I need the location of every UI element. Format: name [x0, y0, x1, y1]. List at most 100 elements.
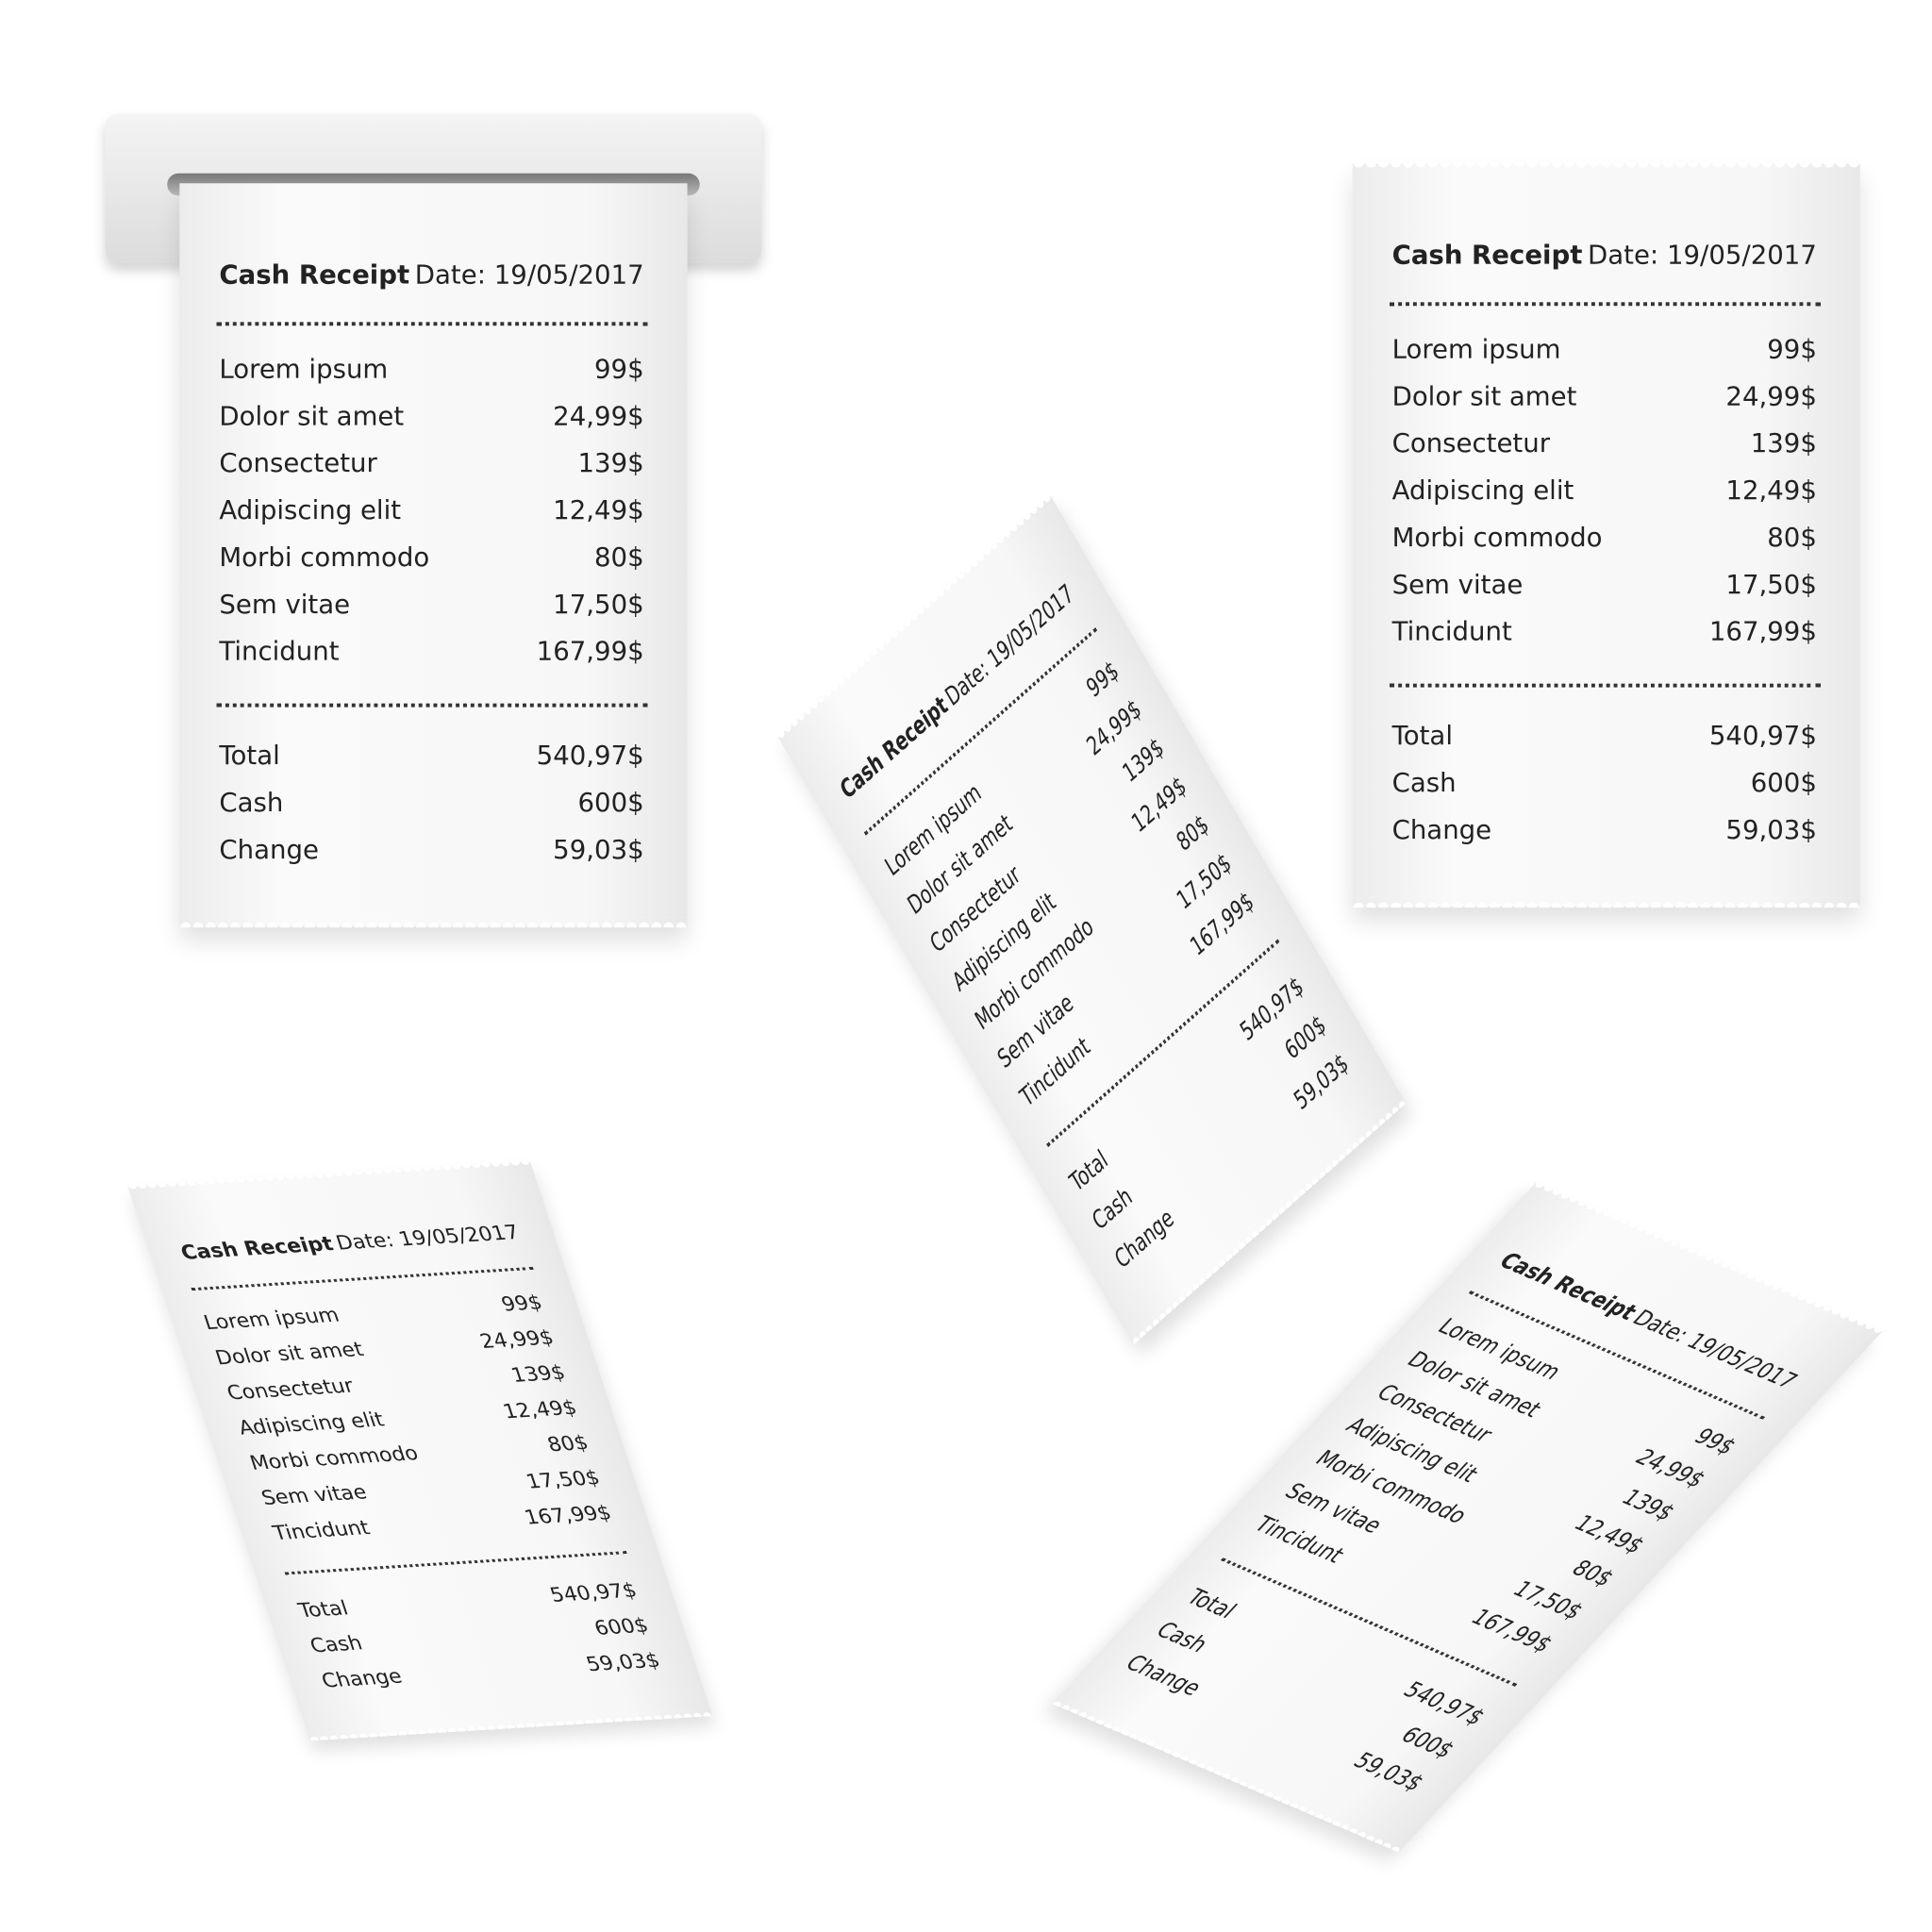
cash-value: 600$	[1750, 767, 1817, 798]
item-name: Sem vitae	[258, 1480, 370, 1509]
change-value: 59,03$	[1347, 1748, 1430, 1796]
total-value: 540,97$	[1708, 721, 1817, 751]
item-name: Lorem ipsum	[1391, 334, 1561, 364]
item-row: Lorem ipsum 99$	[1392, 334, 1817, 364]
cash-label: Cash	[1088, 1181, 1137, 1237]
item-price: 80$	[1566, 1556, 1620, 1591]
item-price: 17,50$	[553, 589, 644, 620]
item-price: 17,50$	[1507, 1576, 1590, 1624]
item-name: Tincidunt	[270, 1516, 373, 1545]
total-label: Total	[295, 1596, 352, 1623]
item-price: 24,99$	[476, 1325, 557, 1353]
item-price: 139$	[1750, 428, 1817, 458]
cash-row: Cash 600$	[1392, 768, 1817, 798]
item-row: Consectetur 139$	[219, 448, 643, 478]
item-price: 99$	[1082, 655, 1124, 704]
receipt-header: Cash Receipt Date: 19/05/2017	[177, 1221, 522, 1264]
item-row: Tincidunt 167,99$	[1392, 617, 1817, 647]
receipt: Cash Receipt Date: 19/05/2017 Lorem ipsu…	[179, 183, 688, 928]
receipt-title: Cash Receipt	[177, 1232, 337, 1264]
item-price: 99$	[594, 354, 644, 384]
receipt-header: Cash Receipt Date: 19/05/2017	[219, 260, 643, 291]
item-price: 24,99$	[1629, 1444, 1711, 1492]
torn-edge	[307, 1708, 713, 1741]
item-name: Sem vitae	[1391, 569, 1524, 600]
cash-row: Cash 600$	[307, 1614, 651, 1657]
cash-value: 600$	[591, 1613, 652, 1640]
receipt-title: Cash Receipt	[219, 259, 410, 291]
item-row: Dolor sit amet 24,99$	[219, 401, 643, 431]
change-row: Change 59,03$	[319, 1649, 663, 1692]
total-row: Total 540,97$	[1392, 721, 1817, 751]
item-row: Morbi commodo 80$	[219, 542, 643, 573]
change-label: Change	[219, 834, 319, 865]
total-label: Total	[1391, 721, 1453, 751]
cash-label: Cash	[219, 787, 284, 818]
receipt-date: Date: 19/05/2017	[414, 259, 644, 291]
item-name: Adipiscing elit	[219, 495, 402, 525]
item-name: Consectetur	[224, 1374, 357, 1405]
item-row: Adipiscing elit 12,49$	[219, 495, 643, 525]
item-row: Tincidunt 167,99$	[270, 1502, 614, 1545]
item-price: 80$	[1767, 523, 1817, 553]
item-price: 12,49$	[553, 495, 644, 525]
torn-edge	[179, 917, 688, 928]
item-price: 167,99$	[536, 636, 644, 667]
divider	[216, 322, 648, 326]
torn-edge	[1352, 897, 1860, 908]
cash-label: Cash	[1150, 1617, 1214, 1657]
item-price: 12,49$	[1725, 475, 1817, 506]
torn-edge	[126, 1160, 533, 1193]
item-price: 167,99$	[1708, 616, 1817, 647]
item-row: Consectetur 139$	[224, 1361, 568, 1405]
total-label: Total	[1181, 1584, 1242, 1624]
change-label: Change	[1120, 1650, 1208, 1701]
torn-edge	[776, 493, 1055, 744]
total-row: Total 540,97$	[295, 1579, 640, 1623]
divider	[216, 703, 648, 708]
receipt-date: Date: 19/05/2017	[941, 578, 1078, 712]
cash-value: 600$	[577, 787, 644, 818]
item-price: 139$	[577, 448, 644, 478]
item-name: Lorem ipsum	[200, 1303, 342, 1335]
item-price: 12,49$	[1568, 1510, 1651, 1558]
item-row: Dolor sit amet 24,99$	[212, 1326, 557, 1370]
divider	[284, 1551, 627, 1575]
item-price: 167,99$	[521, 1501, 615, 1529]
receipt-header: Cash Receipt Date: 19/05/2017	[836, 578, 1078, 805]
receipt-title: Cash Receipt	[835, 690, 953, 806]
torn-edge	[1529, 1181, 1884, 1338]
item-price: 139$	[1118, 732, 1169, 789]
item-price: 24,99$	[1725, 381, 1817, 411]
total-value: 540,97$	[546, 1578, 641, 1607]
item-name: Consectetur	[1391, 428, 1551, 458]
divider	[191, 1266, 534, 1291]
item-row: Dolor sit amet 24,99$	[1392, 381, 1817, 411]
item-price: 12,49$	[500, 1396, 580, 1424]
receipt-date: Date: 19/05/2017	[332, 1221, 523, 1255]
change-value: 59,03$	[1725, 814, 1817, 845]
item-row: Adipiscing elit 12,49$	[236, 1396, 580, 1440]
item-name: Consectetur	[219, 448, 377, 478]
item-price: 80$	[594, 542, 644, 573]
total-row: Total 540,97$	[219, 741, 643, 771]
item-row: Morbi commodo 80$	[247, 1431, 591, 1474]
item-price: 99$	[1767, 334, 1817, 364]
item-name: Tincidunt	[219, 636, 340, 667]
item-row: Consectetur 139$	[1392, 428, 1817, 458]
change-row: Change 59,03$	[219, 835, 643, 865]
item-price: 80$	[544, 1431, 591, 1457]
divider	[1389, 683, 1821, 688]
change-label: Change	[318, 1664, 406, 1692]
item-price: 17,50$	[523, 1466, 603, 1493]
change-value: 59,03$	[553, 834, 644, 865]
item-name: Adipiscing elit	[235, 1407, 388, 1440]
item-price: 80$	[1172, 808, 1213, 858]
item-name: Morbi commodo	[219, 542, 430, 573]
item-price: 139$	[1616, 1485, 1681, 1525]
receipt-date: Date: 19/05/2017	[1588, 240, 1817, 271]
item-name: Sem vitae	[219, 589, 351, 620]
item-price: 99$	[498, 1291, 545, 1316]
item-row: Lorem ipsum 99$	[201, 1291, 545, 1335]
